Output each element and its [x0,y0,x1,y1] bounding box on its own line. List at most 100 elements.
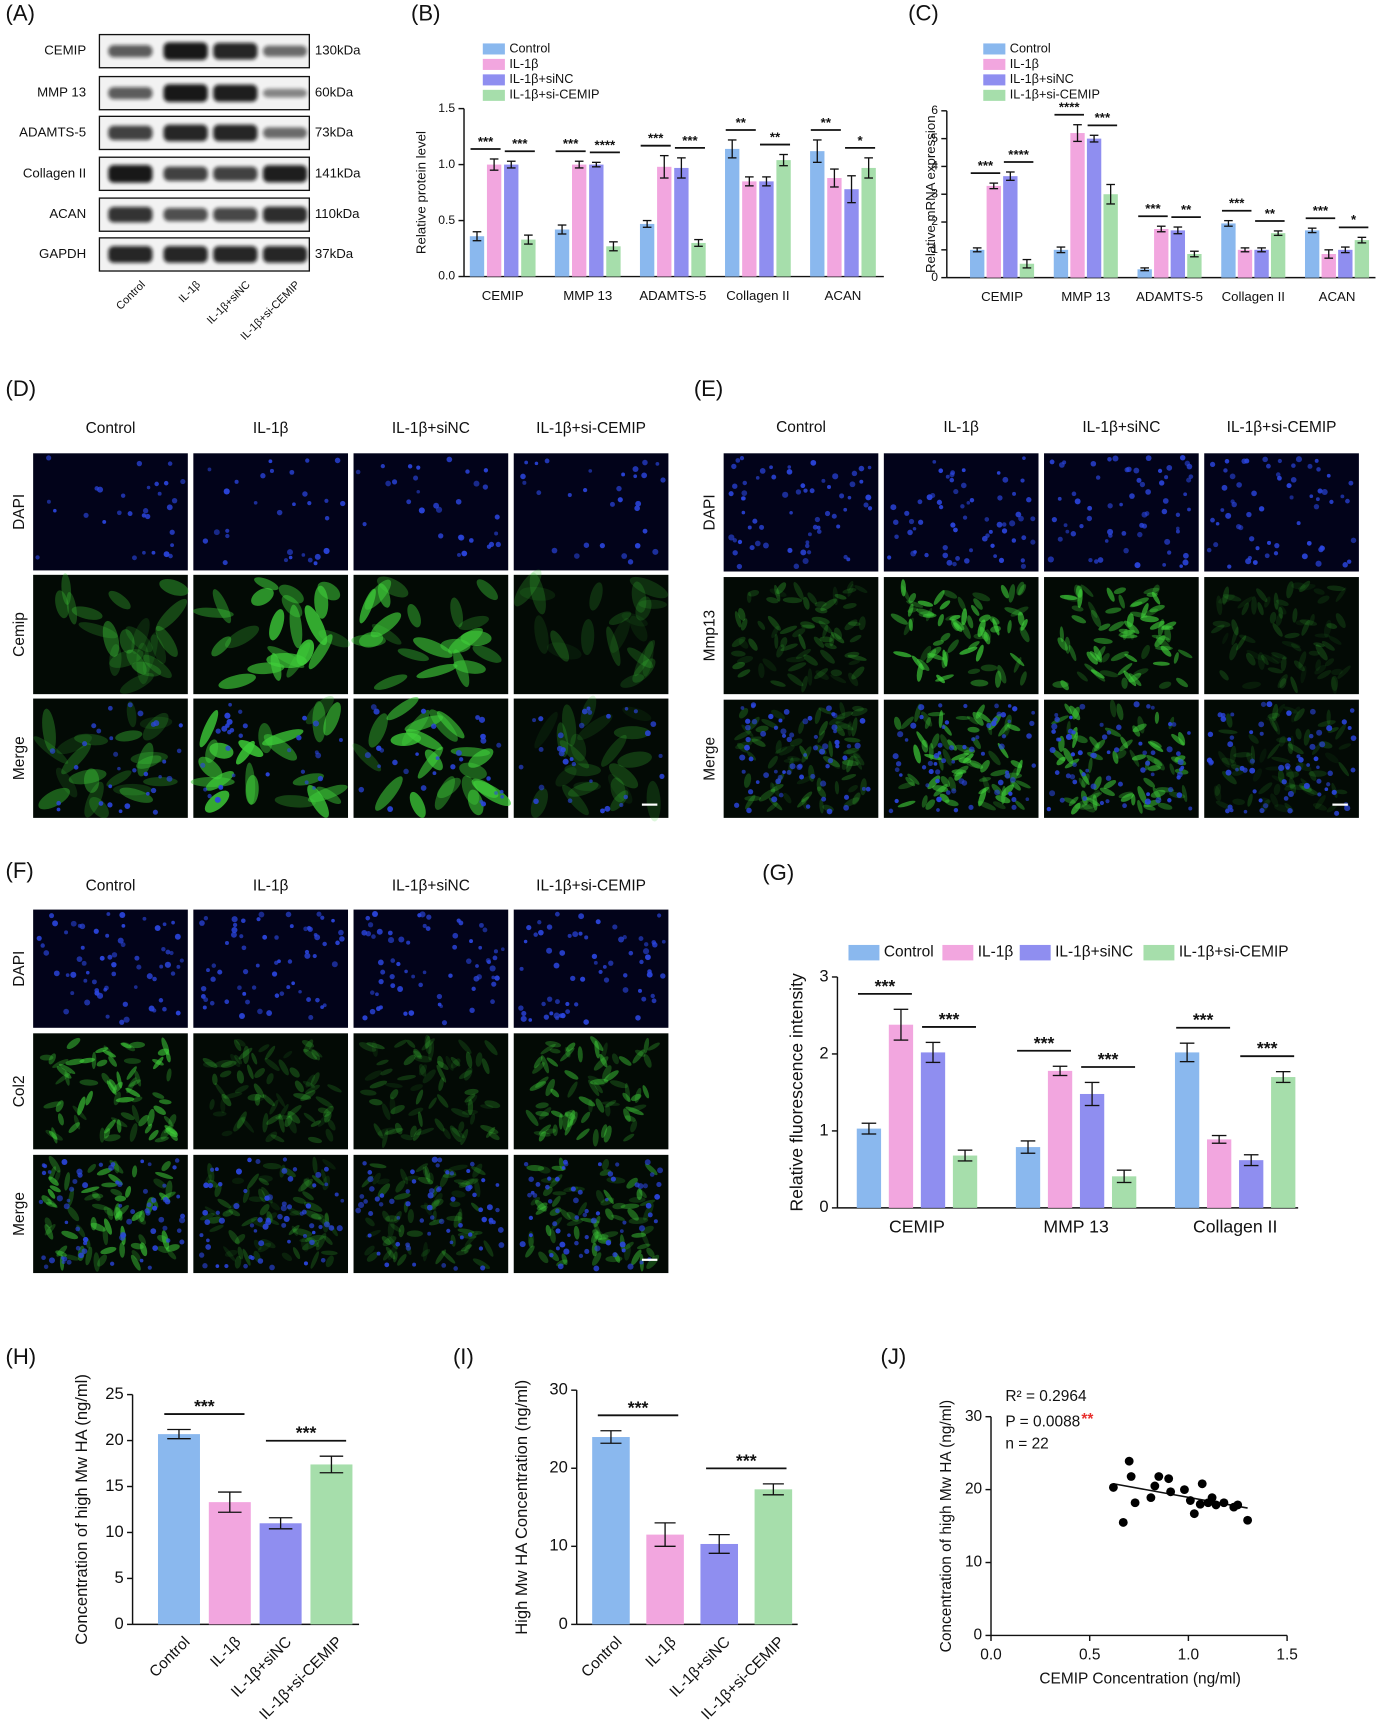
nucleus [323,1221,330,1228]
cell-stain [269,1099,279,1115]
x-tick-label: 1.0 [1178,1646,1199,1663]
cell-stain [555,766,577,787]
cell-stain [296,639,315,666]
nucleus [171,920,175,925]
nucleus [1094,559,1099,564]
micrograph [353,909,509,1028]
nucleus [391,479,398,485]
nucleus [948,745,955,751]
cell-stain [1211,624,1225,634]
nucleus [1088,558,1093,563]
cell-stain [84,768,100,793]
cell-stain [55,767,78,798]
nucleus [768,713,774,720]
nucleus [786,468,793,475]
cell-stain [933,590,945,605]
nucleus [755,780,760,785]
cell-stain [289,1067,300,1078]
cell-stain [1063,797,1076,804]
cell-stain [131,1105,140,1124]
nucleus [109,736,114,741]
blot-band [163,246,208,263]
y-axis-title: Relative mRNA expression [923,115,938,273]
cell-stain [217,1198,232,1209]
blot-band [108,246,153,263]
nucleus [606,713,611,719]
nucleus [760,730,767,737]
nucleus [634,505,640,512]
legend-swatch [942,944,974,961]
nucleus [638,936,644,942]
nucleus [158,774,162,779]
cell-stain [95,1047,109,1054]
cell-stain [737,669,751,678]
cell-stain [570,733,587,762]
significance-label: ** [1181,202,1192,217]
nucleus [277,1213,283,1220]
nucleus [271,971,278,977]
y-tick-label: 20 [105,1430,123,1449]
bar [1304,230,1320,278]
nucleus [769,465,773,470]
cell-stain [484,1040,498,1056]
nucleus [518,1005,524,1011]
cell-stain [278,1103,289,1120]
nucleus [1252,789,1257,794]
row-label: Merge [11,1192,28,1236]
nucleus [449,1171,455,1176]
nucleus [422,970,427,975]
cell-stain [833,723,852,732]
nucleus [435,1163,440,1168]
nucleus [528,1018,533,1022]
cell-stain [1338,761,1349,777]
cell-stain [800,621,815,629]
nucleus [355,1207,362,1214]
nucleus [154,481,159,487]
cell-stain [377,1178,390,1185]
y-tick-label: 0 [819,1197,828,1216]
cell-stain [565,1042,576,1052]
nucleus [824,510,831,517]
cell-stain [1256,588,1268,603]
nucleus [1319,545,1324,550]
cell-stain [254,577,279,591]
point [1219,1498,1229,1508]
cell-stain [113,783,152,796]
cell-stain [627,1208,639,1221]
y-tick-label: 0.5 [438,213,455,227]
cell-stain [131,618,150,654]
cell-stain [818,620,833,634]
cell-stain [1271,654,1282,664]
micrograph-bg [883,577,1039,695]
y-tick-label: 10 [549,1536,567,1555]
cell-stain [953,765,969,777]
nucleus [1106,750,1111,755]
cell-stain [460,1244,473,1252]
cell-stain [267,646,305,669]
cell-stain [382,1236,397,1247]
bar [1221,223,1236,278]
cell-stain [48,1053,56,1065]
nucleus [233,1202,240,1210]
nucleus [937,751,942,755]
cell-stain [147,1108,155,1127]
cell-stain [860,778,867,796]
nucleus [635,500,642,507]
cell-stain [1317,670,1332,680]
nucleus [1287,737,1292,742]
nucleus [621,553,628,559]
nucleus [805,540,810,545]
cell-stain [99,1127,105,1143]
cell-stain [1009,652,1025,667]
nucleus [637,1183,644,1190]
cell-stain [907,607,919,613]
nucleus [863,502,869,508]
cell-stain [159,579,189,596]
nucleus [287,1239,291,1244]
significance-label: *** [1193,1010,1214,1030]
nucleus [865,786,871,792]
nucleus [930,492,936,499]
significance-label: *** [628,1397,649,1417]
nucleus [257,1258,264,1264]
cell-stain [264,1058,280,1072]
